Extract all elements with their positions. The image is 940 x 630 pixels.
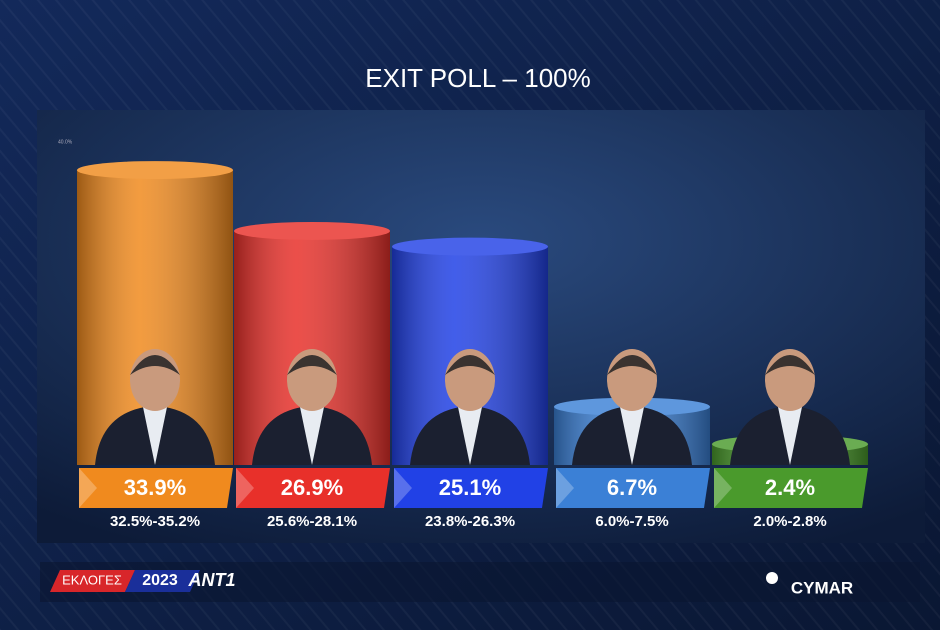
chart-title: EXIT POLL – 100% — [365, 63, 590, 93]
plot: 40.0% 33.9% 32.5%-35.2% 26.9% 25.6%-28.1% 25.… — [58, 139, 868, 530]
year-badge — [125, 570, 200, 592]
election-badge — [50, 570, 135, 592]
candidate-hair — [445, 355, 495, 375]
value-box — [79, 468, 233, 508]
y-tick-label: 40.0% — [58, 139, 73, 145]
candidate-shirt — [778, 407, 802, 465]
candidate-hair — [765, 355, 815, 375]
bar-top — [234, 221, 390, 240]
candidate-hair — [287, 355, 337, 375]
range-label: 25.6%-28.1% — [267, 513, 357, 530]
value-box-notch — [714, 468, 732, 508]
channel-logo: ANT1 — [187, 570, 235, 590]
bar-top — [77, 161, 233, 180]
pollster-icon — [766, 572, 778, 584]
bar-top-highlight — [234, 221, 390, 240]
bar-top-highlight — [77, 161, 233, 180]
bar-top — [392, 237, 548, 256]
value-box — [556, 468, 710, 508]
value-box — [394, 468, 548, 508]
value-box-notch — [394, 468, 412, 508]
candidate-hair — [130, 355, 180, 375]
range-label: 32.5%-35.2% — [110, 513, 200, 530]
value-label: 33.9% — [124, 475, 186, 500]
range-label: 6.0%-7.5% — [595, 513, 668, 530]
election-label: ΕΚΛΟΓΕΣ — [62, 572, 122, 587]
candidate-shirt — [620, 407, 644, 465]
value-label: 2.4% — [765, 475, 815, 500]
candidate-shirt — [458, 407, 482, 465]
range-label: 23.8%-26.3% — [425, 513, 515, 530]
year-label: 2023 — [142, 572, 178, 589]
pollster-logo: CYMAR — [791, 578, 853, 597]
candidate-shirt — [300, 407, 324, 465]
value-label: 26.9% — [281, 475, 343, 500]
range-label: 2.0%-2.8% — [753, 513, 826, 530]
value-box-notch — [79, 468, 97, 508]
candidate-hair — [607, 355, 657, 375]
value-box — [236, 468, 390, 508]
value-box-notch — [556, 468, 574, 508]
value-label: 25.1% — [439, 475, 501, 500]
bar-top-highlight — [392, 237, 548, 256]
value-box-notch — [236, 468, 254, 508]
candidate-shirt — [143, 407, 167, 465]
value-label: 6.7% — [607, 475, 657, 500]
value-box — [714, 468, 868, 508]
